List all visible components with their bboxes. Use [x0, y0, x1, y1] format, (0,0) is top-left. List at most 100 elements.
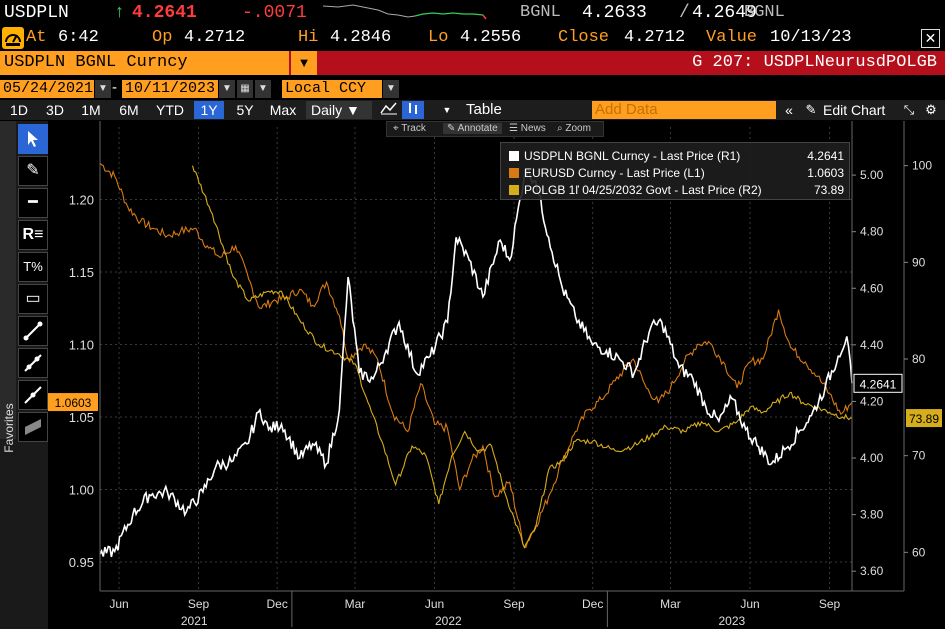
chart-type-dropdown-icon[interactable]: ▼	[442, 105, 452, 115]
right-axis-2-tick-label: 90	[912, 255, 926, 269]
x-tick-label: Dec	[267, 597, 288, 611]
currency-input[interactable]: Local CCY	[282, 80, 382, 98]
line-chart-icon[interactable]	[378, 101, 400, 119]
end-date-calendar-icon[interactable]: ▼	[219, 80, 235, 98]
period-5y[interactable]: 5Y	[236, 102, 254, 118]
retracement-tool-icon[interactable]: R≡	[18, 220, 48, 250]
year-separators	[291, 591, 608, 627]
gauge-icon[interactable]	[2, 27, 24, 49]
x-tick-label: Jun	[425, 597, 444, 611]
right-axis-1-tick-label: 3.60	[860, 564, 884, 578]
left-tag-box	[48, 393, 98, 412]
pen-tool-icon[interactable]: ✎	[18, 156, 48, 186]
year-label: 2022	[435, 614, 462, 628]
currency-dropdown-icon[interactable]: ▼	[255, 80, 271, 98]
series-line-usdpln	[99, 168, 853, 558]
trendline-tool-icon[interactable]	[18, 316, 48, 346]
legend-name-eurusd: EURUSD Curncy - Last Price (L1)	[524, 166, 705, 180]
at-value: 6:42	[58, 28, 99, 47]
period-3d[interactable]: 3D	[46, 102, 64, 118]
bid-source: BGNL	[520, 3, 561, 22]
legend-item-usdpln[interactable]: USDPLN BGNL Curncy - Last Price (R1) 4.2…	[509, 148, 844, 165]
x-tick-label: Sep	[188, 597, 210, 611]
legend-item-polgb[interactable]: POLGB 1ľ 04/25/2032 Govt - Last Price (R…	[509, 182, 844, 199]
security-dropdown-icon[interactable]: ▼	[291, 51, 317, 75]
x-axis: Jun Sep Dec Mar Jun Sep Dec Mar Jun Sep 2021 2022 20…	[100, 590, 904, 628]
edit-chart-button[interactable]: Edit Chart	[823, 102, 886, 118]
period-1m[interactable]: 1M	[81, 102, 101, 118]
series-line-polgb	[191, 165, 853, 549]
range-separator: -	[112, 79, 117, 96]
right-1-tag-value: 4.2641	[860, 377, 897, 391]
low-value: 4.2556	[460, 28, 522, 47]
legend-item-eurusd[interactable]: EURUSD Curncy - Last Price (L1) 1.0603	[509, 165, 844, 182]
period-1y[interactable]: 1Y	[194, 101, 224, 119]
annotate-label: Annotate	[457, 123, 498, 134]
percent-tool-icon[interactable]: T%	[18, 252, 48, 282]
period-max[interactable]: Max	[269, 102, 297, 118]
end-date-input[interactable]: 10/11/2023	[122, 80, 218, 98]
up-arrow-icon: ↑	[114, 3, 125, 23]
right-axis-2: 60 70 80 90 100	[903, 121, 932, 591]
favorites-label: Favorites	[2, 403, 16, 453]
chart-legend[interactable]: USDPLN BGNL Curncy - Last Price (R1) 4.2…	[500, 142, 850, 200]
period-6m[interactable]: 6M	[119, 102, 139, 118]
graph-title: G 207: USDPLNeurusdPOLGB	[692, 53, 937, 72]
track-label: Track	[401, 123, 426, 134]
favorites-tab[interactable]: Favorites	[0, 121, 16, 453]
rectangle-tool-icon[interactable]: ▭	[18, 284, 48, 314]
right-axis-1-tick-label: 4.40	[860, 338, 884, 352]
price-chart[interactable]: 0.95 1.00 1.05 1.10 1.15 1.20 3.60 3.80 4.00 4.2…	[48, 121, 945, 629]
x-tick-label: Mar	[345, 597, 366, 611]
add-data-input[interactable]: Add Data	[592, 101, 776, 119]
right-2-tag-value: 73.89	[909, 412, 939, 426]
legend-value-eurusd: 1.0603	[807, 166, 844, 180]
channel-tool-icon[interactable]	[18, 348, 48, 378]
line-tool-icon[interactable]: ━	[18, 188, 48, 218]
high-label: Hi	[298, 28, 319, 47]
net-change: -.0071	[242, 3, 307, 23]
legend-name-usdpln: USDPLN BGNL Curncy - Last Price (R1)	[524, 149, 741, 163]
left-tick-label: 0.95	[69, 555, 94, 570]
period-1d[interactable]: 1D	[10, 102, 28, 118]
pointer-tool-icon[interactable]	[18, 124, 48, 154]
start-date-input[interactable]: 05/24/2021	[0, 80, 94, 98]
bar-chart-icon[interactable]	[402, 101, 424, 119]
calendar-icon[interactable]: ▦	[237, 80, 253, 98]
collapse-left-icon[interactable]: «	[785, 102, 793, 118]
chart-series	[99, 162, 853, 558]
fibonacci-tool-icon[interactable]	[18, 412, 48, 442]
ray-tool-icon[interactable]	[18, 380, 48, 410]
news-button[interactable]: ☰ News	[509, 123, 546, 134]
x-tick-label: Sep	[503, 597, 525, 611]
right-axis-1-tick-label: 4.80	[860, 225, 884, 239]
zoom-button[interactable]: ⌕ Zoom	[557, 123, 591, 134]
x-tick-label: Dec	[582, 597, 603, 611]
pencil-icon[interactable]: ✎	[805, 102, 817, 117]
bid-ask-separator: /	[679, 3, 690, 23]
year-label: 2023	[719, 614, 746, 628]
right-axis-1: 3.60 3.80 4.00 4.20 4.40 4.60 4.80 5.00	[851, 121, 884, 591]
high-value: 4.2846	[330, 28, 392, 47]
start-date-calendar-icon[interactable]: ▼	[95, 80, 111, 98]
right-2-tag-box	[906, 409, 942, 428]
close-icon[interactable]: ✕	[921, 29, 940, 48]
right-axis-2-tick-label: 70	[912, 449, 926, 463]
period-ytd[interactable]: YTD	[156, 102, 184, 118]
right-axis-1-tick-label: 4.20	[860, 394, 884, 408]
track-button[interactable]: ⌖ Track	[393, 123, 426, 134]
table-button[interactable]: Table	[466, 101, 502, 118]
series-line-eurusd	[99, 162, 853, 549]
last-price: 4.2641	[132, 3, 197, 23]
annotation-toolbar: ⌖ Track ✎ Annotate ☰ News ⌕ Zoom	[386, 121, 604, 137]
frequency-dropdown[interactable]: Daily ▼	[306, 101, 372, 119]
intraday-sparkline	[323, 4, 487, 20]
security-input[interactable]: USDPLN BGNL Curncy	[0, 51, 289, 75]
resize-icon[interactable]: ⤡	[903, 102, 915, 117]
annotate-button[interactable]: ✎ Annotate	[443, 123, 502, 134]
gear-icon[interactable]: ⚙	[925, 102, 937, 117]
stats-bar: At 6:42 Op 4.2712 Hi 4.2846 Lo 4.2556 Cl…	[0, 26, 945, 50]
currency-select-icon[interactable]: ▼	[383, 80, 399, 98]
ticker-symbol[interactable]: USDPLN	[4, 3, 69, 23]
right-axis-1-tick-label: 3.80	[860, 508, 884, 522]
